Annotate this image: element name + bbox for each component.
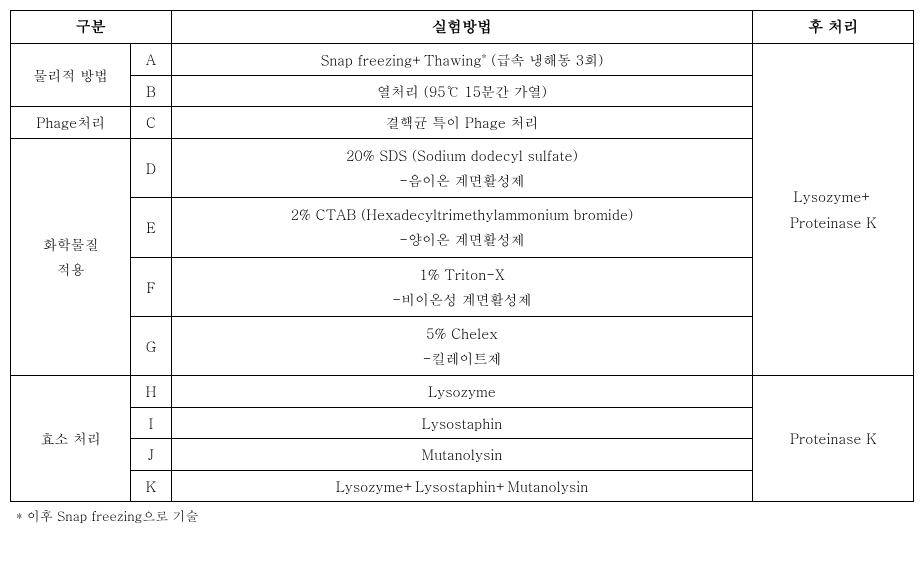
chemical-label1: 화학물질 xyxy=(43,234,99,254)
method-g: 5% Chelex -킬레이트제 xyxy=(171,316,753,375)
method-i: Lysostaphin xyxy=(171,407,753,438)
category-chemical: 화학물질 적용 xyxy=(11,138,131,376)
code-d: D xyxy=(131,138,171,197)
code-a: A xyxy=(131,44,171,76)
header-post: 후 처리 xyxy=(753,11,914,44)
header-category: 구분 xyxy=(11,11,172,44)
code-g: G xyxy=(131,316,171,375)
method-f-line2: -비이온성 계면활성제 xyxy=(392,289,531,309)
method-k: Lysozyme+Lysostaphin+Mutanolysin xyxy=(171,470,753,501)
method-h: Lysozyme xyxy=(171,376,753,407)
chemical-label2: 적용 xyxy=(57,259,85,279)
code-e: E xyxy=(131,198,171,257)
category-enzyme: 효소 처리 xyxy=(11,376,131,502)
method-g-line2: -킬레이트제 xyxy=(423,348,502,368)
post-treatment-2: Proteinase K xyxy=(753,376,914,502)
method-a-text: Snap freezing+Thawing xyxy=(321,50,482,70)
table-row: 효소 처리 H Lysozyme Proteinase K xyxy=(11,376,914,407)
category-physical: 물리적 방법 xyxy=(11,44,131,107)
method-f: 1% Triton-X -비이온성 계면활성제 xyxy=(171,257,753,316)
method-g-line1: 5% Chelex xyxy=(426,323,498,343)
code-j: J xyxy=(131,439,171,470)
method-d: 20% SDS (Sodium dodecyl sulfate) -음이온 계면… xyxy=(171,138,753,197)
method-b: 열처리 (95℃ 15분간 가열) xyxy=(171,76,753,107)
post-treatment-1: Lysozyme+ Proteinase K xyxy=(753,44,914,376)
code-i: I xyxy=(131,407,171,438)
method-e-line1: 2% CTAB (Hexadecyltrimethylammonium brom… xyxy=(291,204,634,224)
table-row: 물리적 방법 A Snap freezing+Thawing* (급속 냉해동 … xyxy=(11,44,914,76)
experiment-table: 구분 실험방법 후 처리 물리적 방법 A Snap freezing+Thaw… xyxy=(10,10,914,502)
code-h: H xyxy=(131,376,171,407)
code-b: B xyxy=(131,76,171,107)
method-a-suffix: (급속 냉해동 3회) xyxy=(486,50,603,70)
header-method: 실험방법 xyxy=(171,11,753,44)
method-c: 결핵균 특이 Phage 처리 xyxy=(171,107,753,138)
post1-line2: Proteinase K xyxy=(790,212,877,232)
method-e-line2: -양이온 계면활성제 xyxy=(399,229,524,249)
method-j: Mutanolysin xyxy=(171,439,753,470)
category-phage: Phage처리 xyxy=(11,107,131,138)
code-c: C xyxy=(131,107,171,138)
header-row: 구분 실험방법 후 처리 xyxy=(11,11,914,44)
post1-line1: Lysozyme+ xyxy=(794,186,873,206)
footnote: * 이후 Snap freezing으로 기술 xyxy=(10,506,914,525)
code-k: K xyxy=(131,470,171,501)
code-f: F xyxy=(131,257,171,316)
method-f-line1: 1% Triton-X xyxy=(419,264,504,284)
method-d-line2: -음이온 계면활성제 xyxy=(399,170,524,190)
method-a: Snap freezing+Thawing* (급속 냉해동 3회) xyxy=(171,44,753,76)
method-e: 2% CTAB (Hexadecyltrimethylammonium brom… xyxy=(171,198,753,257)
method-d-line1: 20% SDS (Sodium dodecyl sulfate) xyxy=(346,145,578,165)
